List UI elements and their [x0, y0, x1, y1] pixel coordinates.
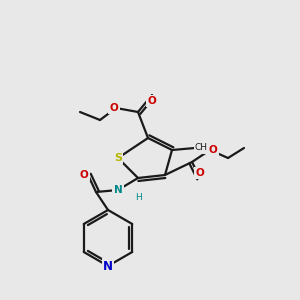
Text: O: O — [80, 170, 88, 180]
Text: N: N — [114, 185, 122, 195]
Text: O: O — [148, 96, 156, 106]
Text: H: H — [135, 194, 141, 202]
Text: O: O — [196, 168, 204, 178]
Text: O: O — [110, 103, 118, 113]
Text: N: N — [103, 260, 113, 272]
Text: O: O — [208, 145, 217, 155]
Text: S: S — [114, 153, 122, 163]
Text: CH₃: CH₃ — [195, 143, 211, 152]
